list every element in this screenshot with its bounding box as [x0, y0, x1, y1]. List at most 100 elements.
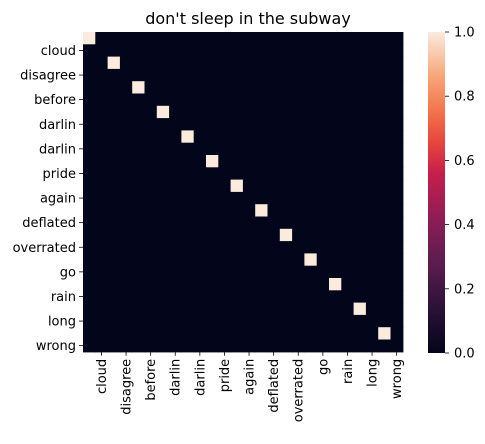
heatmap-cell: [144, 93, 158, 107]
heatmap-cell: [279, 142, 293, 156]
heatmap-cell: [292, 118, 305, 131]
heatmap-cell: [230, 44, 244, 58]
heatmap-cell: [181, 228, 195, 242]
heatmap-cell: [230, 191, 244, 205]
heatmap-cell: [365, 142, 379, 156]
heatmap-cell: [95, 93, 109, 107]
heatmap-cell: [206, 339, 219, 353]
x-tick-label: long: [366, 359, 381, 387]
heatmap-cell: [95, 167, 109, 181]
heatmap-cell: [390, 179, 404, 193]
heatmap-cell: [279, 228, 293, 242]
heatmap-cell: [206, 290, 219, 304]
heatmap-cell: [378, 327, 392, 341]
heatmap-cell: [181, 278, 195, 291]
heatmap-cell: [169, 265, 182, 279]
heatmap-cell: [169, 179, 182, 193]
heatmap-cell: [169, 314, 182, 328]
heatmap-cell: [242, 68, 256, 82]
heatmap-cell: [304, 68, 318, 82]
heatmap-cell: [83, 327, 96, 341]
heatmap-cell: [365, 130, 379, 144]
heatmap-cell: [95, 216, 109, 230]
heatmap-cell: [230, 327, 244, 341]
heatmap-cell: [119, 265, 133, 279]
heatmap-cell: [378, 216, 392, 230]
heatmap-cell: [279, 130, 293, 144]
heatmap-cell: [365, 216, 379, 230]
heatmap-cell: [267, 228, 281, 242]
heatmap-cell: [144, 314, 158, 328]
heatmap-cell: [242, 118, 256, 131]
heatmap-cell: [206, 204, 219, 218]
heatmap-cell: [95, 179, 109, 193]
heatmap-cell: [316, 339, 330, 353]
heatmap-cell: [353, 155, 367, 168]
heatmap-cell: [107, 204, 121, 218]
heatmap-cell: [365, 253, 379, 267]
heatmap-cell: [341, 314, 355, 328]
heatmap-cell: [267, 56, 281, 70]
heatmap-cell: [378, 339, 392, 353]
heatmap-cell: [83, 278, 96, 291]
heatmap-cell: [206, 314, 219, 328]
heatmap-cell: [316, 179, 330, 193]
heatmap-cell: [169, 339, 182, 353]
heatmap-cell: [83, 314, 96, 328]
heatmap-cell: [292, 32, 305, 45]
y-tick-label: wrong: [36, 339, 76, 354]
heatmap-cell: [353, 302, 367, 316]
heatmap-cell: [206, 278, 219, 291]
heatmap-cell: [242, 56, 256, 70]
heatmap-cell: [316, 93, 330, 107]
heatmap-cell: [193, 167, 207, 181]
heatmap-cell: [144, 339, 158, 353]
heatmap-cell: [169, 81, 182, 95]
heatmap-cell: [181, 56, 195, 70]
heatmap-cell: [292, 290, 305, 304]
heatmap-cell: [341, 290, 355, 304]
heatmap-cell: [83, 253, 96, 267]
heatmap-cell: [292, 167, 305, 181]
heatmap-cell: [119, 130, 133, 144]
x-tick-label: deflated: [267, 359, 282, 413]
heatmap-cell: [107, 142, 121, 156]
heatmap-cell: [255, 191, 269, 205]
heatmap-cell: [156, 265, 170, 279]
heatmap-cell: [255, 327, 269, 341]
heatmap-cell: [144, 179, 158, 193]
heatmap-cell: [206, 265, 219, 279]
heatmap-cell: [83, 241, 96, 254]
heatmap-cell: [292, 191, 305, 205]
heatmap-cell: [292, 265, 305, 279]
heatmap-cell: [107, 155, 121, 168]
heatmap-cell: [341, 265, 355, 279]
heatmap-cell: [329, 118, 342, 131]
heatmap-cell: [119, 253, 133, 267]
heatmap-cell: [353, 327, 367, 341]
heatmap-cell: [119, 56, 133, 70]
heatmap-cell: [144, 327, 158, 341]
heatmap-cell: [267, 204, 281, 218]
heatmap-cell: [107, 93, 121, 107]
colorbar-axis: 0.0 0.2 0.4 0.6 0.8 1.0: [445, 26, 475, 362]
heatmap-cell: [304, 167, 318, 181]
heatmap-cell: [316, 167, 330, 181]
heatmap-cell: [378, 105, 392, 119]
heatmap-cell: [353, 81, 367, 95]
heatmap-cell: [267, 253, 281, 267]
heatmap-cell: [304, 204, 318, 218]
heatmap-cell: [95, 290, 109, 304]
heatmap-cell: [255, 228, 269, 242]
heatmap-cell: [341, 142, 355, 156]
heatmap-cell: [329, 204, 342, 218]
heatmap-cell: [218, 81, 232, 95]
heatmap-cell: [279, 105, 293, 119]
heatmap-cell: [365, 278, 379, 291]
heatmap-cell: [181, 327, 195, 341]
heatmap-cell: [83, 118, 96, 131]
heatmap-cell: [206, 118, 219, 131]
heatmap-cell: [193, 253, 207, 267]
heatmap-cell: [279, 339, 293, 353]
